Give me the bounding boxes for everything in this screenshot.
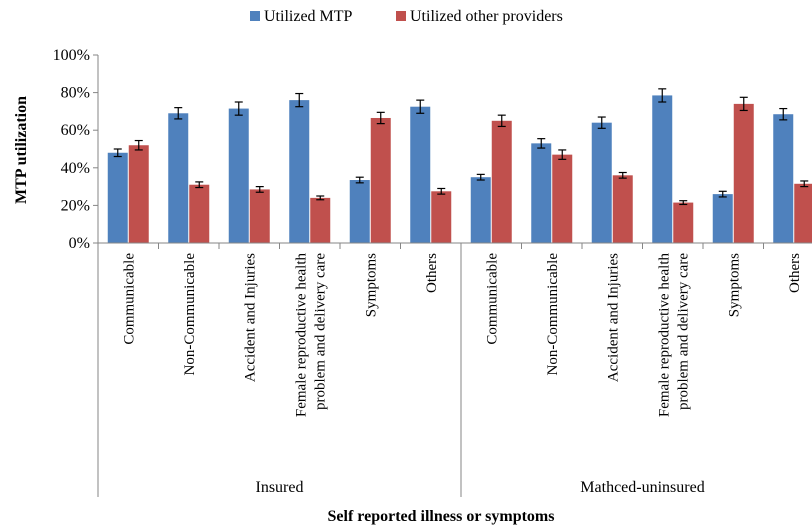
bar-other-10 xyxy=(673,202,694,243)
bar-mtp-8 xyxy=(531,143,552,243)
legend: Utilized MTP Utilized other providers xyxy=(250,8,563,25)
group-label-2: Mathced-uninsured xyxy=(580,479,704,496)
bar-mtp-9 xyxy=(591,122,612,243)
bar-other-8 xyxy=(552,154,573,243)
x-axis-label: Self reported illness or symptoms xyxy=(328,508,555,525)
bar-mtp-11 xyxy=(712,194,733,243)
bar-other-12 xyxy=(794,183,812,243)
bar-mtp-3 xyxy=(228,108,249,243)
legend-item-1: Utilized MTP xyxy=(250,8,353,25)
legend-label-1: Utilized MTP xyxy=(264,8,353,25)
bar-other-6 xyxy=(431,191,452,243)
bar-mtp-6 xyxy=(410,106,431,243)
bar-other-3 xyxy=(249,189,270,243)
y-tick-label: 80% xyxy=(61,85,90,102)
x-category-label: Others xyxy=(424,253,440,293)
x-category-label: Accident and Injuries xyxy=(605,253,621,382)
bar-other-1 xyxy=(128,145,149,243)
x-category-label: Symptoms xyxy=(363,253,379,317)
x-category-label: problem and delivery care xyxy=(312,253,328,410)
x-category-label: Non-Communicable xyxy=(545,253,561,376)
bar-other-4 xyxy=(310,197,331,243)
y-tick-label: 0% xyxy=(69,235,90,252)
x-axis: Communicable Non-Communicable Accident and… xyxy=(97,242,812,497)
bar-other-5 xyxy=(370,117,391,243)
y-axis: 0% 20% 40% 60% 80% 100% xyxy=(53,47,99,252)
y-tick-label: 40% xyxy=(61,160,90,177)
x-category-label: Symptoms xyxy=(726,253,742,317)
bar-other-2 xyxy=(189,184,210,243)
legend-swatch-1 xyxy=(250,11,260,21)
legend-item-2: Utilized other providers xyxy=(396,8,563,25)
bar-mtp-12 xyxy=(773,114,794,243)
x-category-label: Communicable xyxy=(484,253,500,345)
bar-mtp-7 xyxy=(470,177,491,243)
x-category-label: Others xyxy=(787,253,803,293)
y-tick-label: 100% xyxy=(53,47,90,64)
x-category-label: problem and delivery care xyxy=(675,253,691,410)
bar-other-11 xyxy=(733,103,754,243)
bar-mtp-1 xyxy=(107,152,128,243)
bar-mtp-2 xyxy=(168,113,189,243)
group-label-1: Insured xyxy=(256,479,304,496)
y-axis-label: MTP utilization xyxy=(13,96,30,204)
bar-other-9 xyxy=(612,175,633,243)
x-category-label: Female reproductive health xyxy=(656,253,672,418)
x-category-label: Accident and Injuries xyxy=(242,253,258,382)
bar-mtp-5 xyxy=(349,180,370,243)
y-tick-label: 20% xyxy=(61,197,90,214)
x-category-label: Female reproductive health xyxy=(293,253,309,418)
x-category-label: Non-Communicable xyxy=(182,253,198,376)
bars xyxy=(107,88,812,244)
bar-mtp-10 xyxy=(652,95,673,243)
bar-other-7 xyxy=(491,120,512,243)
x-category-label: Communicable xyxy=(121,253,137,345)
legend-label-2: Utilized other providers xyxy=(410,8,563,25)
y-tick-label: 60% xyxy=(61,122,90,139)
bar-mtp-4 xyxy=(289,100,310,244)
legend-swatch-2 xyxy=(396,11,406,21)
